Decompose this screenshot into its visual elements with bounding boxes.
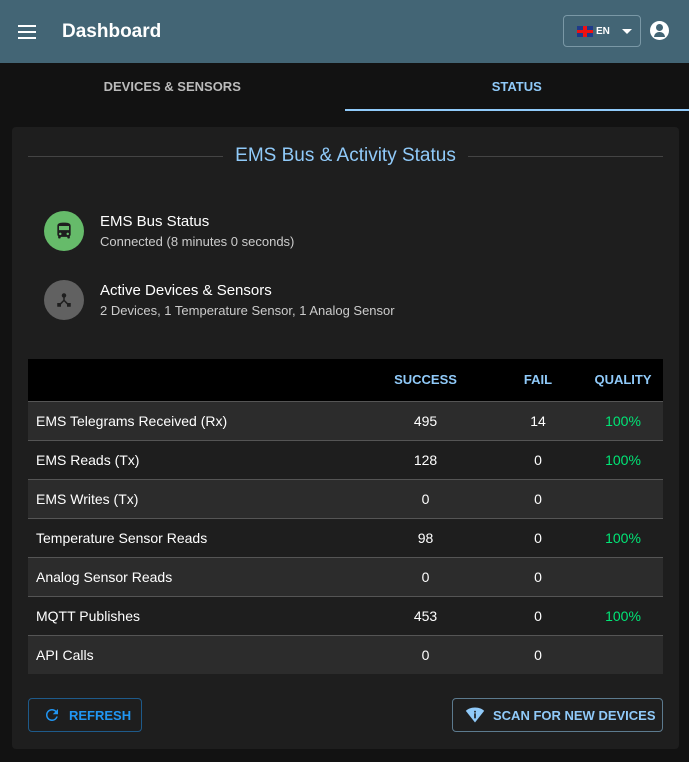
row-quality: 100% bbox=[583, 400, 663, 440]
row-name: EMS Writes (Tx) bbox=[28, 478, 358, 518]
col-name bbox=[28, 359, 358, 401]
language-select[interactable]: EN bbox=[563, 15, 641, 47]
col-quality: QUALITY bbox=[583, 359, 663, 401]
uk-flag-icon bbox=[577, 25, 593, 37]
wifi-info-icon bbox=[465, 707, 485, 723]
scan-label: SCAN FOR NEW DEVICES bbox=[493, 707, 656, 723]
row-name: Analog Sensor Reads bbox=[28, 556, 358, 596]
active-devices-subtitle: 2 Devices, 1 Temperature Sensor, 1 Analo… bbox=[100, 303, 395, 318]
device-hub-icon bbox=[44, 280, 84, 320]
tabs: DEVICES & SENSORS STATUS bbox=[0, 63, 689, 111]
scan-devices-button[interactable]: SCAN FOR NEW DEVICES bbox=[452, 698, 663, 732]
row-name: MQTT Publishes bbox=[28, 595, 358, 635]
row-name: EMS Reads (Tx) bbox=[28, 439, 358, 479]
col-success: SUCCESS bbox=[358, 359, 493, 401]
bus-status-title: EMS Bus Status bbox=[100, 213, 210, 230]
caret-down-icon bbox=[621, 28, 632, 34]
row-name: EMS Telegrams Received (Rx) bbox=[28, 400, 358, 440]
row-quality bbox=[583, 556, 663, 596]
language-label: EN bbox=[596, 25, 610, 37]
row-fail: 0 bbox=[493, 556, 583, 596]
row-success: 0 bbox=[358, 478, 493, 518]
row-fail: 0 bbox=[493, 478, 583, 518]
divider bbox=[467, 155, 664, 157]
table-row: MQTT Publishes 453 0 100% bbox=[28, 595, 663, 635]
row-name: Temperature Sensor Reads bbox=[28, 517, 358, 557]
table-row: EMS Writes (Tx) 0 0 bbox=[28, 478, 663, 518]
account-icon[interactable] bbox=[650, 21, 669, 40]
table-row: API Calls 0 0 bbox=[28, 634, 663, 674]
row-success: 0 bbox=[358, 634, 493, 674]
row-success: 128 bbox=[358, 439, 493, 479]
table-row: EMS Reads (Tx) 128 0 100% bbox=[28, 439, 663, 479]
row-quality: 100% bbox=[583, 517, 663, 557]
col-fail: FAIL bbox=[493, 359, 583, 401]
divider bbox=[28, 155, 224, 157]
row-quality bbox=[583, 634, 663, 674]
row-fail: 0 bbox=[493, 439, 583, 479]
row-quality: 100% bbox=[583, 595, 663, 635]
table-row: EMS Telegrams Received (Rx) 495 14 100% bbox=[28, 400, 663, 440]
row-fail: 0 bbox=[493, 517, 583, 557]
row-quality bbox=[583, 478, 663, 518]
row-fail: 14 bbox=[493, 400, 583, 440]
status-card: EMS Bus & Activity Status EMS Bus Status… bbox=[12, 127, 679, 749]
row-fail: 0 bbox=[493, 595, 583, 635]
row-name: API Calls bbox=[28, 634, 358, 674]
table-row: Temperature Sensor Reads 98 0 100% bbox=[28, 517, 663, 557]
menu-icon[interactable] bbox=[18, 24, 36, 39]
refresh-button[interactable]: REFRESH bbox=[28, 698, 142, 732]
row-fail: 0 bbox=[493, 634, 583, 674]
row-success: 495 bbox=[358, 400, 493, 440]
tab-devices-sensors[interactable]: DEVICES & SENSORS bbox=[103, 79, 241, 94]
activity-table: SUCCESS FAIL QUALITY EMS Telegrams Recei… bbox=[28, 359, 663, 674]
row-success: 453 bbox=[358, 595, 493, 635]
section-header: EMS Bus & Activity Status bbox=[28, 145, 664, 167]
refresh-label: REFRESH bbox=[69, 707, 132, 723]
section-title: EMS Bus & Activity Status bbox=[235, 145, 456, 166]
active-devices-title: Active Devices & Sensors bbox=[100, 282, 272, 299]
refresh-icon bbox=[46, 709, 58, 721]
bus-icon bbox=[44, 211, 84, 251]
row-success: 98 bbox=[358, 517, 493, 557]
bus-status-item: EMS Bus Status Connected (8 minutes 0 se… bbox=[44, 211, 294, 251]
table-row: Analog Sensor Reads 0 0 bbox=[28, 556, 663, 596]
app-bar: Dashboard EN bbox=[0, 0, 689, 63]
tab-status[interactable]: STATUS bbox=[344, 63, 689, 111]
page-title: Dashboard bbox=[62, 20, 162, 42]
bus-status-subtitle: Connected (8 minutes 0 seconds) bbox=[100, 234, 295, 249]
row-quality: 100% bbox=[583, 439, 663, 479]
row-success: 0 bbox=[358, 556, 493, 596]
active-devices-item: Active Devices & Sensors 2 Devices, 1 Te… bbox=[44, 280, 395, 320]
